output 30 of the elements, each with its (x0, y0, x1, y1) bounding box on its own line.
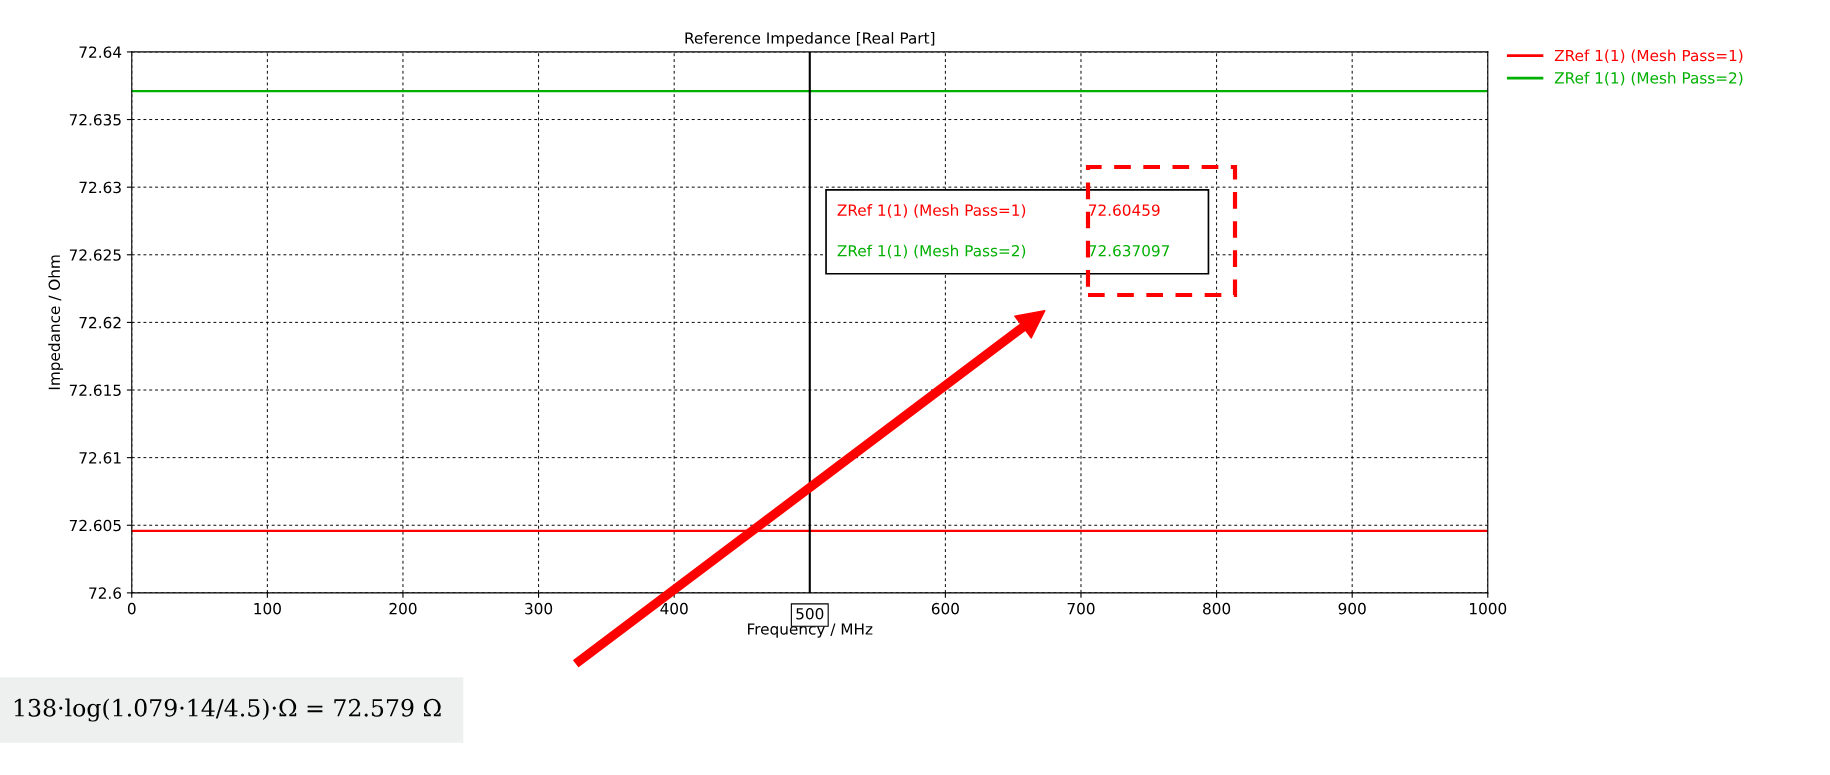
y-tick-label: 72.62 (79, 316, 121, 329)
text: ZRef 1(1) (Mesh Pass=1) (837, 204, 1026, 218)
annotation: 72.60459 (1089, 204, 1160, 216)
x-tick-label: 200 (389, 602, 417, 615)
x-axis-title: Frequency / MHz (748, 623, 873, 638)
x-tick-label: 900 (1338, 602, 1366, 615)
x-tick-label: 100 (254, 602, 281, 615)
y-tick-label: 72.6 (89, 587, 122, 599)
x-tick-label: 800 (1203, 602, 1231, 615)
y-tick-label: 72.625 (69, 249, 121, 261)
x-tick-label: 1000 (1470, 602, 1507, 615)
x-tick-label: 600 (931, 602, 959, 615)
legend-label: ZRef 1(1) (Mesh Pass=1) (1554, 49, 1743, 64)
x-tick-label: 700 (1067, 602, 1095, 615)
legend-label: ZRef 1(1) (Mesh Pass=2) (1554, 71, 1743, 86)
y-axis-title: Impedance / Ohm (48, 255, 64, 390)
text: ZRef 1(1) (Mesh Pass=2) (837, 244, 1026, 259)
y-tick-label: 72.635 (69, 114, 121, 126)
x-tick-label: 300 (525, 602, 553, 615)
text: 138·log(1.079·14/4.5)·Ω = 72.579 Ω (14, 698, 441, 722)
x-tick-label: 400 (660, 602, 688, 615)
y-tick-label: 72.61 (79, 452, 121, 464)
y-tick-label: 72.63 (79, 181, 121, 194)
annotation: 72.637097 (1089, 244, 1170, 257)
y-tick-label: 72.64 (79, 46, 122, 58)
y-tick-label: 72.615 (69, 384, 121, 397)
ref-line-label: 500 (796, 607, 824, 620)
chart-title: Reference Impedance [Real Part] (685, 31, 935, 47)
y-tick-label: 72.605 (69, 519, 121, 532)
x-tick-label: 0 (127, 602, 136, 615)
